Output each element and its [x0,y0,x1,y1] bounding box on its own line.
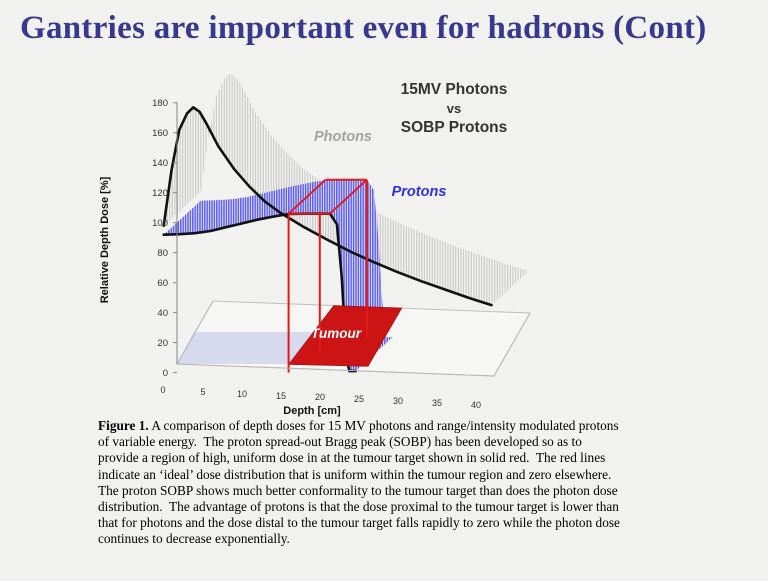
svg-text:15MV Photons: 15MV Photons [401,81,508,98]
svg-text:25: 25 [354,394,364,404]
svg-text:40: 40 [157,308,168,319]
svg-text:20: 20 [315,392,325,402]
svg-text:10: 10 [237,389,247,399]
svg-text:Relative Depth Dose [%]: Relative Depth Dose [%] [99,176,111,303]
svg-text:Tumour: Tumour [311,326,362,341]
svg-text:Protons: Protons [392,184,447,200]
svg-text:15: 15 [276,391,286,401]
svg-text:0: 0 [163,368,168,379]
svg-text:160: 160 [152,128,168,139]
svg-text:30: 30 [393,396,403,406]
svg-text:60: 60 [157,278,168,289]
svg-text:SOBP Protons: SOBP Protons [401,119,508,136]
svg-text:80: 80 [157,248,168,259]
svg-text:0: 0 [160,385,165,395]
svg-text:5: 5 [200,387,205,397]
svg-text:100: 100 [152,218,168,229]
svg-text:Depth [cm]: Depth [cm] [283,405,341,417]
svg-text:40: 40 [471,400,481,410]
svg-text:Photons: Photons [314,129,372,145]
svg-text:180: 180 [152,98,168,109]
svg-text:20: 20 [157,338,168,349]
svg-text:120: 120 [152,188,168,199]
svg-text:140: 140 [152,158,168,169]
svg-text:vs: vs [447,101,461,116]
svg-text:35: 35 [432,398,442,408]
